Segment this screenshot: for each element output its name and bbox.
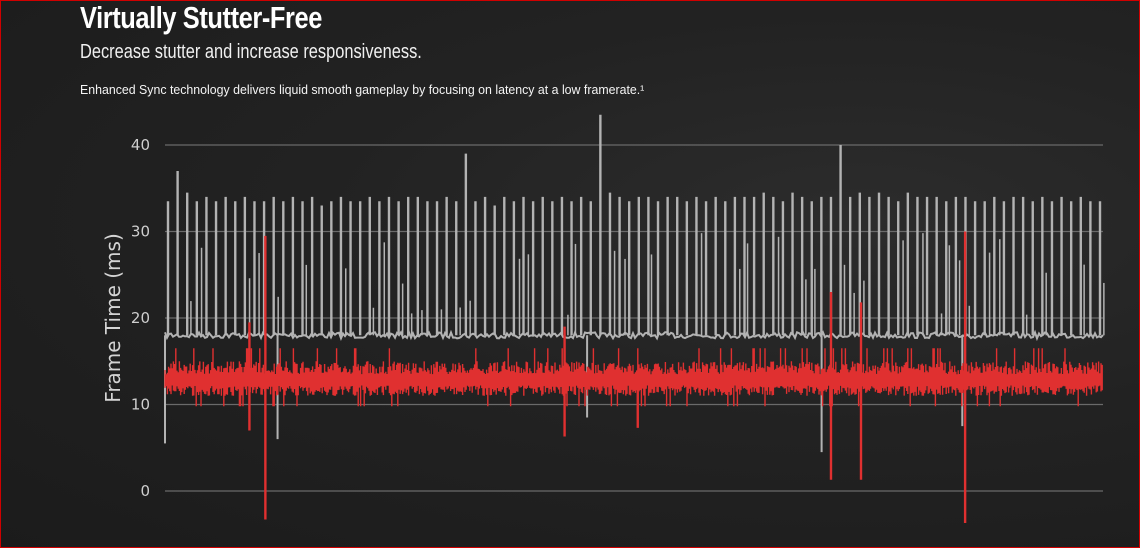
- y-tick-label: 40: [131, 136, 150, 154]
- y-tick-label: 20: [131, 309, 150, 327]
- y-tick-labels: 0 10 20 30 40: [131, 136, 150, 500]
- series-enhanced-sync: [164, 231, 1103, 524]
- red-noise-band: [164, 348, 1103, 407]
- series-without-enhanced-sync: [164, 114, 1105, 453]
- y-tick-label: 10: [131, 396, 150, 414]
- description-text: Enhanced Sync technology delivers liquid…: [80, 82, 645, 97]
- page-title: Virtually Stutter-Free: [80, 0, 322, 35]
- y-axis-label: Frame Time (ms): [101, 233, 125, 402]
- y-tick-label: 0: [140, 482, 150, 500]
- page-subtitle: Decrease stutter and increase responsive…: [80, 41, 422, 63]
- y-tick-label: 30: [131, 223, 150, 241]
